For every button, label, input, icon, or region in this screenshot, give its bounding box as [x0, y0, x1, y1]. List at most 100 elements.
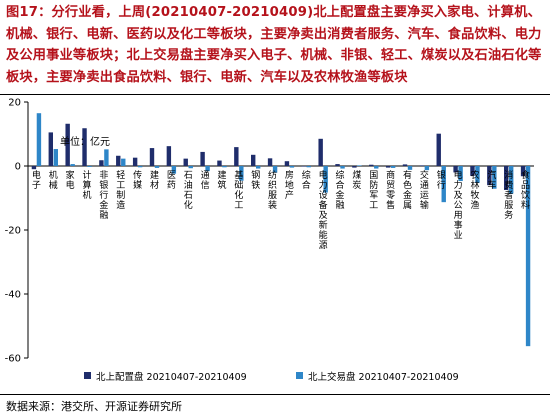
- bar-series2: [306, 166, 311, 168]
- bar-series1: [453, 166, 458, 173]
- category-label: 非银行金融: [99, 169, 108, 221]
- bar-series1: [284, 161, 290, 166]
- category-label: 农林牧渔: [470, 169, 479, 211]
- legend-label-series2: 北上交易盘 20210407-20210409: [308, 371, 459, 383]
- bar-series2: [475, 166, 480, 183]
- bar-series2: [340, 166, 345, 169]
- category-label: 钢铁: [251, 169, 260, 191]
- category-label: 煤炭: [352, 169, 361, 191]
- category-label: 石油石化: [184, 171, 193, 211]
- bar-series2: [390, 166, 396, 168]
- bar-series2: [53, 149, 58, 166]
- bar-series1: [352, 166, 357, 168]
- bar-series2: [137, 166, 143, 168]
- bar-series1: [385, 166, 391, 168]
- bar-series2: [121, 158, 126, 166]
- category-label: 家电: [66, 169, 75, 191]
- bar-series1: [251, 154, 256, 166]
- bar-series1: [436, 133, 441, 166]
- category-label: 汽车: [487, 169, 496, 191]
- bar-series2: [188, 166, 193, 169]
- bar-series2: [357, 165, 362, 166]
- bar-series1: [82, 128, 87, 166]
- category-label: 电力设备及新能源: [319, 169, 328, 251]
- category-label: 有色金属: [403, 169, 412, 211]
- category-label: 建材: [150, 169, 159, 191]
- bar-series2: [492, 166, 497, 189]
- legend-label-series1: 北上配置盘 20210407-20210409: [96, 371, 247, 383]
- category-label: 消费者服务: [504, 169, 513, 221]
- category-labels: 电子机械家电计算机非银行金融轻工制造传媒建材医药石油石化通信建筑基础化工钢铁纺织…: [32, 169, 530, 251]
- bar-series1: [419, 165, 425, 166]
- legend-swatch-series2: [296, 372, 303, 379]
- category-label: 轻工制造: [116, 169, 125, 211]
- bar-series1: [183, 158, 188, 166]
- bar-series1: [217, 160, 222, 166]
- category-label: 综合金融: [336, 169, 345, 211]
- legend-swatch-series1: [84, 372, 91, 379]
- category-label: 银行: [437, 169, 446, 191]
- bar-series1: [132, 157, 138, 166]
- bar-series1: [487, 166, 492, 186]
- bar-series2: [154, 166, 160, 168]
- source-note: 数据来源：港交所、开源证券研究所: [6, 400, 182, 413]
- bar-series2: [205, 166, 210, 172]
- chart-title: 图17：分行业看，上周(20210407-20210409)北上配置盘主要净买入…: [6, 5, 542, 85]
- bar-series2: [289, 166, 295, 168]
- bar-series2: [458, 166, 463, 182]
- bar-series2: [374, 166, 379, 169]
- bar-series2: [424, 166, 430, 171]
- bars-group: [31, 113, 531, 347]
- y-tick-label: 20: [8, 98, 21, 109]
- y-tick-label: -20: [5, 226, 21, 237]
- category-label: 计算机: [83, 169, 92, 201]
- bar-series2: [87, 166, 92, 167]
- category-label: 商贸零售: [386, 169, 395, 211]
- chart-title-block: 图17：分行业看，上周(20210407-20210409)北上配置盘主要净买入…: [6, 2, 546, 88]
- category-label: 国防军工: [369, 170, 378, 211]
- bar-series2: [272, 166, 278, 173]
- category-label: 食品饮料: [521, 169, 530, 211]
- bar-series1: [267, 158, 273, 166]
- bar-series1: [318, 138, 323, 166]
- category-label: 纺织服装: [268, 169, 277, 211]
- bar-series1: [335, 164, 340, 166]
- bar-series2: [256, 166, 261, 169]
- bar-chart: 20 0 -20 -40 -60 电子机械家电计算机非银行金融轻工制造传媒建材医药石油石…: [5, 98, 534, 383]
- unit-label: 单位：亿元: [60, 135, 110, 148]
- bar-series1: [234, 147, 239, 166]
- bar-series2: [171, 166, 177, 174]
- bar-series2: [441, 166, 446, 203]
- bar-series2: [70, 164, 75, 166]
- category-label: 建筑: [217, 169, 226, 191]
- y-tick-label: 0: [15, 162, 21, 173]
- category-label: 通信: [201, 170, 210, 191]
- category-label: 电力及公用事业: [454, 169, 463, 241]
- bar-series1: [48, 132, 53, 166]
- bar-series1: [200, 151, 205, 166]
- bar-series2: [239, 166, 244, 181]
- title-divider: [0, 94, 550, 95]
- bar-series2: [104, 149, 109, 166]
- bar-series1: [520, 166, 526, 177]
- category-label: 电子: [32, 169, 41, 191]
- category-label: 医药: [167, 170, 176, 191]
- bar-series1: [470, 166, 475, 176]
- bar-series1: [402, 164, 408, 166]
- bar-series2: [407, 166, 413, 170]
- category-label: 机械: [49, 169, 58, 191]
- y-tick-label: -60: [5, 354, 21, 365]
- legend: 北上配置盘 20210407-20210409 北上交易盘 20210407-2…: [84, 371, 459, 383]
- bar-series1: [149, 148, 155, 166]
- bar-series1: [116, 155, 121, 166]
- bar-series2: [222, 166, 227, 168]
- bar-series2: [323, 166, 328, 193]
- bar-series2: [509, 166, 514, 194]
- bar-series2: [525, 166, 531, 347]
- category-label: 传媒: [133, 169, 142, 191]
- category-label: 综合: [302, 169, 311, 191]
- bar-series1: [31, 166, 37, 170]
- bar-series1: [65, 123, 70, 166]
- bar-series1: [504, 166, 509, 190]
- bar-series1: [369, 164, 374, 166]
